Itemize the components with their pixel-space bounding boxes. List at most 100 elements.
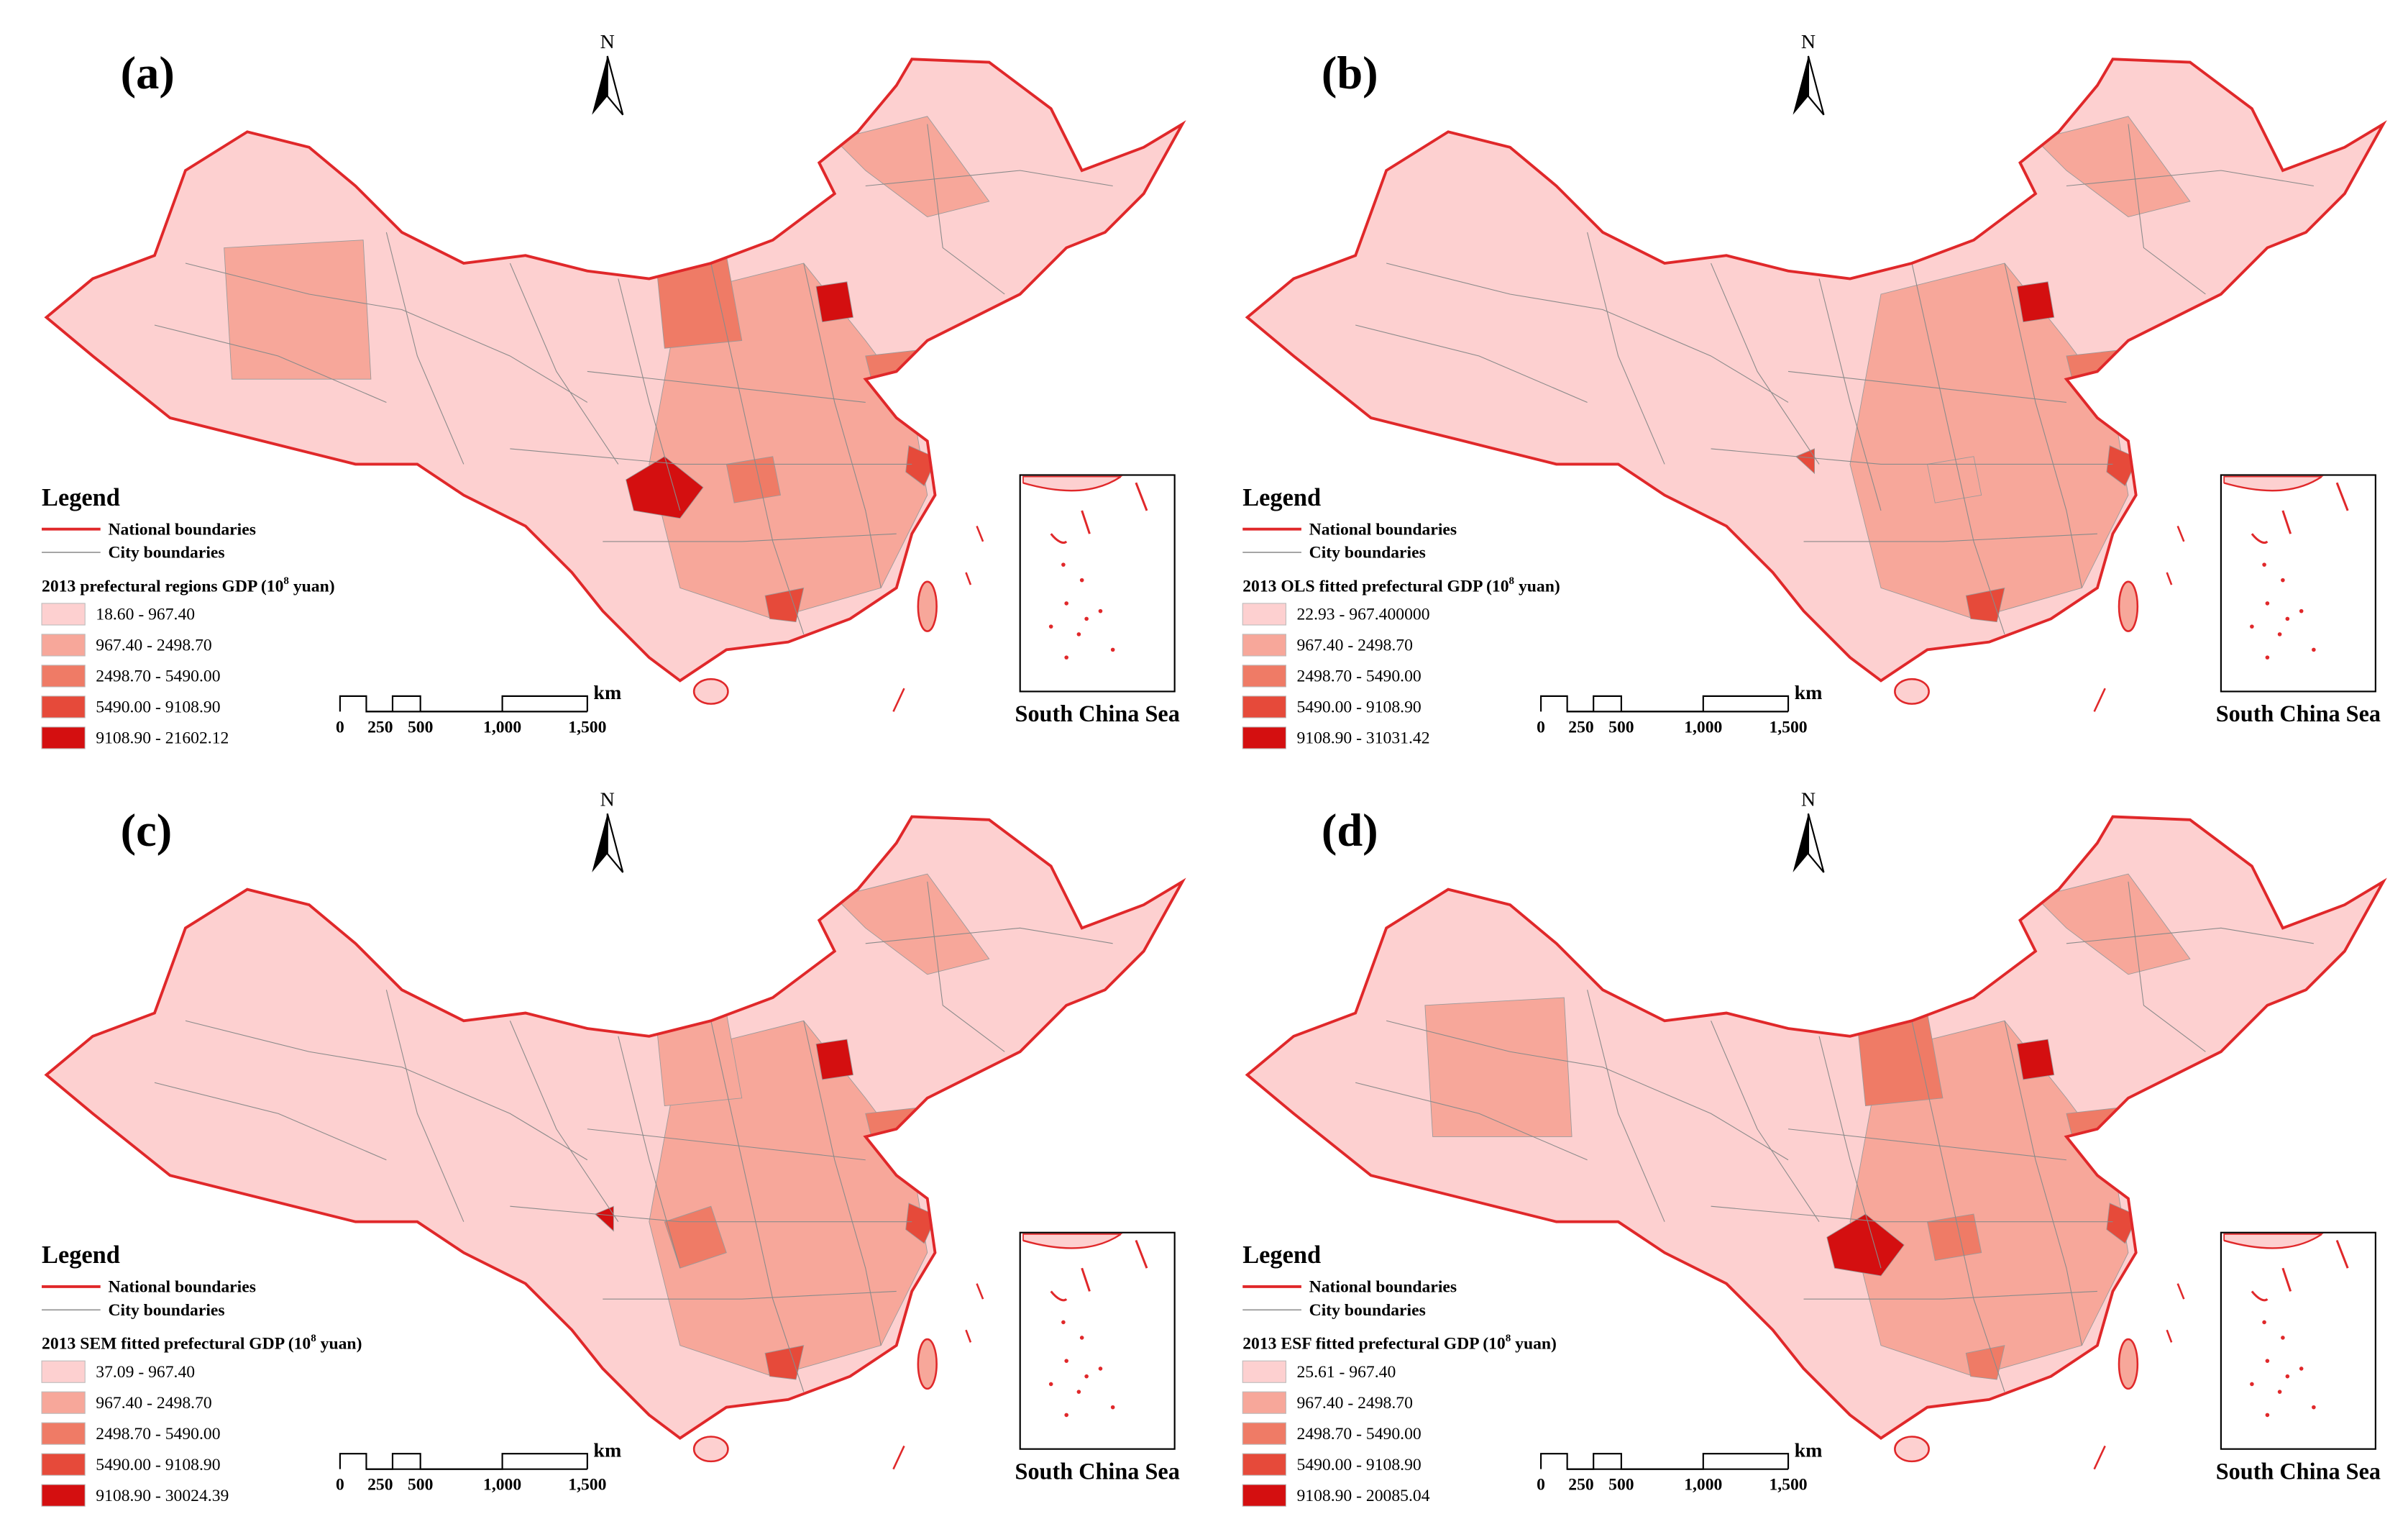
- legend-class: 2498.70 - 5490.00: [96, 1425, 220, 1443]
- region: [656, 255, 743, 349]
- inset-island: [1079, 1336, 1084, 1340]
- city-boundary: [1587, 232, 1665, 465]
- scale-bar: [339, 695, 588, 713]
- legend-swatch: [1242, 665, 1286, 688]
- inset-island: [1084, 616, 1089, 621]
- scale-label: 1,500: [1769, 1476, 1807, 1495]
- region: [1795, 448, 1816, 475]
- national-boundary: [44, 58, 1186, 683]
- north-arrow-outline: [1807, 813, 1825, 873]
- legend-swatch: [41, 726, 86, 749]
- panel-label: (b): [1322, 47, 1378, 99]
- hainan: [692, 678, 729, 705]
- inset-island: [2277, 632, 2282, 637]
- scale-bar: [1540, 695, 1790, 713]
- city-boundary: [1911, 263, 2005, 635]
- legend-class: 967.40 - 2498.70: [96, 637, 211, 655]
- map-panel: (a) N South China Sea Legend National bounda…: [41, 31, 1186, 749]
- legend-title-text: yuan): [1514, 578, 1560, 596]
- scale-label: 0: [336, 1476, 344, 1495]
- city-boundary: [510, 448, 912, 465]
- taiwan: [2118, 580, 2139, 632]
- region: [815, 281, 854, 323]
- scale-label: 0: [336, 718, 344, 736]
- legend-swatch: [1242, 1391, 1286, 1414]
- city-boundary: [927, 124, 1005, 295]
- inset-label: South China Sea: [2216, 1458, 2381, 1484]
- inset-fill: [1022, 475, 1123, 491]
- city-boundary: [587, 1128, 866, 1161]
- city-boundary: [803, 263, 882, 588]
- legend-title-sup: 8: [283, 575, 289, 587]
- inset-island: [1064, 1413, 1068, 1418]
- city-boundary: [927, 881, 1005, 1052]
- legend-swatch: [41, 1360, 86, 1383]
- scale-label: 250: [1568, 1476, 1593, 1495]
- map-panel: (d) N South China Sea Legend National bounda…: [1242, 788, 2387, 1507]
- legend-swatch: [1242, 1484, 1286, 1507]
- legend-class: 5490.00 - 9108.90: [1296, 1456, 1421, 1474]
- taiwan: [917, 580, 938, 632]
- city-boundary: [865, 170, 1113, 187]
- map-panel: (c) N South China Sea Legend National bounda…: [41, 788, 1186, 1507]
- scale-unit: km: [1795, 1439, 1823, 1461]
- city-boundary: [710, 263, 805, 635]
- region: [224, 240, 372, 380]
- region: [2016, 1039, 2055, 1080]
- scale-label: 1,500: [1769, 718, 1807, 736]
- inset-island: [2281, 578, 2285, 583]
- region: [1926, 456, 1982, 503]
- legend-class: 18.60 - 967.40: [96, 606, 195, 624]
- legend-class: 5490.00 - 9108.90: [96, 1456, 220, 1474]
- inset-island: [2285, 616, 2290, 621]
- inset-frame: [1019, 1231, 1176, 1450]
- inset-island: [2262, 562, 2266, 567]
- city-boundary: [803, 1021, 882, 1346]
- regions: [1355, 873, 2314, 1392]
- panel-label: (d): [1322, 805, 1378, 856]
- legend-swatch: [41, 1484, 86, 1507]
- inset-fill: [1022, 1233, 1123, 1249]
- legend-city: City boundaries: [1309, 1301, 1426, 1320]
- legend-national: National boundaries: [1309, 520, 1457, 539]
- scale-label: 1,000: [483, 1476, 521, 1495]
- legend-class: 2498.70 - 5490.00: [1296, 1425, 1421, 1443]
- region: [2016, 281, 2055, 323]
- legend-swatch: [41, 603, 86, 626]
- scale-unit: km: [593, 1439, 621, 1461]
- legend-national: National boundaries: [108, 1278, 255, 1297]
- scale-label: 250: [367, 1476, 393, 1495]
- north-label: N: [600, 788, 615, 811]
- inset-island: [1048, 1382, 1053, 1387]
- legend-swatch: [1242, 726, 1286, 749]
- legend-heading: Legend: [42, 484, 120, 511]
- city-boundary: [2066, 927, 2314, 944]
- city-boundary: [1386, 1020, 1789, 1161]
- inset-island: [1098, 608, 1103, 613]
- inset-label: South China Sea: [1015, 1458, 1180, 1484]
- inset-fill: [2223, 1233, 2324, 1249]
- scale-bar: [1540, 1453, 1790, 1470]
- inset-label: South China Sea: [1015, 701, 1180, 726]
- city-boundary: [509, 263, 619, 465]
- city-boundary: [1787, 370, 2067, 403]
- city-boundary: [2066, 170, 2314, 187]
- inset-island: [1064, 601, 1068, 606]
- dash-line: [2093, 1283, 2185, 1470]
- city-boundary: [1355, 324, 1588, 403]
- city-boundary: [154, 1082, 387, 1161]
- legend-title: 2013 ESF fitted prefectural GDP (108 yua…: [1242, 1333, 1557, 1354]
- legend-swatch: [41, 1422, 86, 1445]
- inset-island: [1048, 624, 1053, 629]
- city-boundary: [2128, 881, 2206, 1052]
- scale-label: 500: [1608, 718, 1634, 736]
- dash-line: [2093, 525, 2185, 712]
- north-arrow-outline: [606, 55, 624, 116]
- city-boundary: [385, 990, 464, 1222]
- legend-swatch: [41, 1453, 86, 1476]
- region: [2035, 116, 2191, 217]
- city-boundary: [1818, 278, 1882, 511]
- inset-island: [1076, 1390, 1081, 1394]
- regions: [1355, 116, 2314, 635]
- region: [764, 587, 805, 623]
